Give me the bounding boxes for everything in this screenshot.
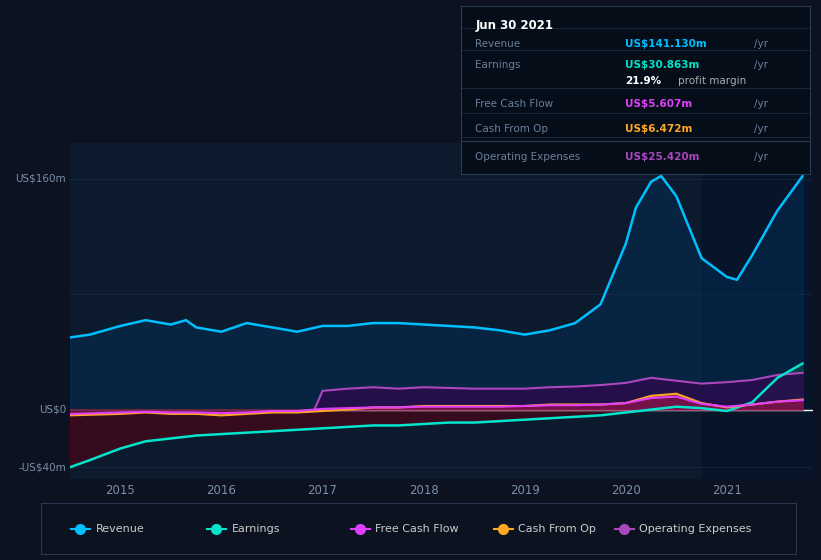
Text: /yr: /yr (754, 152, 768, 162)
Text: US$0: US$0 (39, 404, 66, 414)
Text: Earnings: Earnings (475, 60, 521, 71)
Text: Revenue: Revenue (95, 524, 144, 534)
Text: Free Cash Flow: Free Cash Flow (475, 99, 553, 109)
Text: 21.9%: 21.9% (626, 76, 662, 86)
Text: Operating Expenses: Operating Expenses (640, 524, 752, 534)
Text: Earnings: Earnings (232, 524, 280, 534)
Text: US$141.130m: US$141.130m (626, 39, 707, 49)
Text: Cash From Op: Cash From Op (518, 524, 596, 534)
Text: /yr: /yr (754, 39, 768, 49)
Text: Revenue: Revenue (475, 39, 521, 49)
Text: US$6.472m: US$6.472m (626, 124, 693, 134)
Text: profit margin: profit margin (678, 76, 746, 86)
Text: Cash From Op: Cash From Op (475, 124, 548, 134)
Text: /yr: /yr (754, 60, 768, 71)
Bar (702, 143, 813, 479)
Text: US$160m: US$160m (16, 174, 66, 184)
Text: -US$40m: -US$40m (18, 462, 66, 472)
Text: US$25.420m: US$25.420m (626, 152, 699, 162)
Text: /yr: /yr (754, 124, 768, 134)
Text: Operating Expenses: Operating Expenses (475, 152, 580, 162)
Text: /yr: /yr (754, 99, 768, 109)
Text: US$5.607m: US$5.607m (626, 99, 693, 109)
Text: Jun 30 2021: Jun 30 2021 (475, 20, 553, 32)
Text: US$30.863m: US$30.863m (626, 60, 699, 71)
Text: Free Cash Flow: Free Cash Flow (375, 524, 458, 534)
